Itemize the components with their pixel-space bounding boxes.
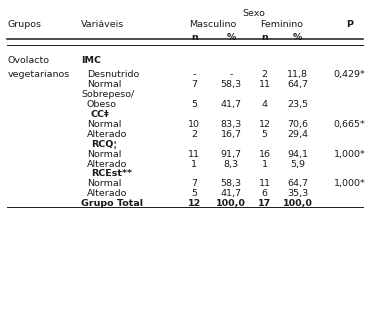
Text: Grupo Total: Grupo Total [81,199,144,208]
Text: 83,3: 83,3 [221,120,242,129]
Text: 91,7: 91,7 [221,150,242,159]
Text: 23,5: 23,5 [287,100,309,109]
Text: 70,6: 70,6 [287,120,308,129]
Text: Normal: Normal [87,120,121,129]
Text: Alterado: Alterado [87,160,127,169]
Text: %: % [226,33,236,42]
Text: 35,3: 35,3 [287,189,309,198]
Text: n: n [261,33,268,42]
Text: 11,8: 11,8 [287,70,308,79]
Text: 5: 5 [191,100,197,109]
Text: 41,7: 41,7 [221,100,242,109]
Text: n: n [191,33,198,42]
Text: Alterado: Alterado [87,189,127,198]
Text: 10: 10 [188,120,200,129]
Text: 58,3: 58,3 [221,179,242,188]
Text: 4: 4 [262,100,268,109]
Text: 1,000*: 1,000* [334,179,366,188]
Text: Ovolacto: Ovolacto [7,56,50,65]
Text: RCQ¦: RCQ¦ [91,140,117,149]
Text: 12: 12 [259,120,270,129]
Text: 11: 11 [259,179,270,188]
Text: Normal: Normal [87,179,121,188]
Text: -: - [192,70,196,79]
Text: 17: 17 [258,199,271,208]
Text: 94,1: 94,1 [287,150,308,159]
Text: %: % [293,33,303,42]
Text: 7: 7 [191,179,197,188]
Text: 11: 11 [259,80,270,89]
Text: CC‡: CC‡ [91,110,110,119]
Text: Obeso: Obeso [87,100,117,109]
Text: 6: 6 [262,189,268,198]
Text: Sobrepeso/: Sobrepeso/ [81,90,135,99]
Text: Masculino: Masculino [189,20,236,29]
Text: Normal: Normal [87,150,121,159]
Text: Sexo: Sexo [242,9,265,18]
Text: 0,429*: 0,429* [334,70,366,79]
Text: 58,3: 58,3 [221,80,242,89]
Text: Grupos: Grupos [7,20,41,29]
Text: 16: 16 [259,150,270,159]
Text: 29,4: 29,4 [287,130,308,139]
Text: Desnutrido: Desnutrido [87,70,139,79]
Text: 12: 12 [188,199,201,208]
Text: 8,3: 8,3 [224,160,239,169]
Text: P: P [346,20,353,29]
Text: 64,7: 64,7 [287,80,308,89]
Text: 41,7: 41,7 [221,189,242,198]
Text: 100,0: 100,0 [216,199,246,208]
Text: 5: 5 [191,189,197,198]
Text: 5,9: 5,9 [290,160,305,169]
Text: 64,7: 64,7 [287,179,308,188]
Text: 16,7: 16,7 [221,130,242,139]
Text: 7: 7 [191,80,197,89]
Text: 2: 2 [191,130,197,139]
Text: RCEst**: RCEst** [91,169,132,179]
Text: -: - [229,70,233,79]
Text: 1: 1 [262,160,268,169]
Text: 1,000*: 1,000* [334,150,366,159]
Text: 11: 11 [188,150,200,159]
Text: 0,665*: 0,665* [334,120,366,129]
Text: vegetarianos: vegetarianos [7,70,70,79]
Text: Feminino: Feminino [260,20,303,29]
Text: Variáveis: Variáveis [81,20,125,29]
Text: Alterado: Alterado [87,130,127,139]
Text: Normal: Normal [87,80,121,89]
Text: 5: 5 [262,130,268,139]
Text: 100,0: 100,0 [283,199,313,208]
Text: 2: 2 [262,70,268,79]
Text: IMC: IMC [81,56,101,65]
Text: 1: 1 [191,160,197,169]
